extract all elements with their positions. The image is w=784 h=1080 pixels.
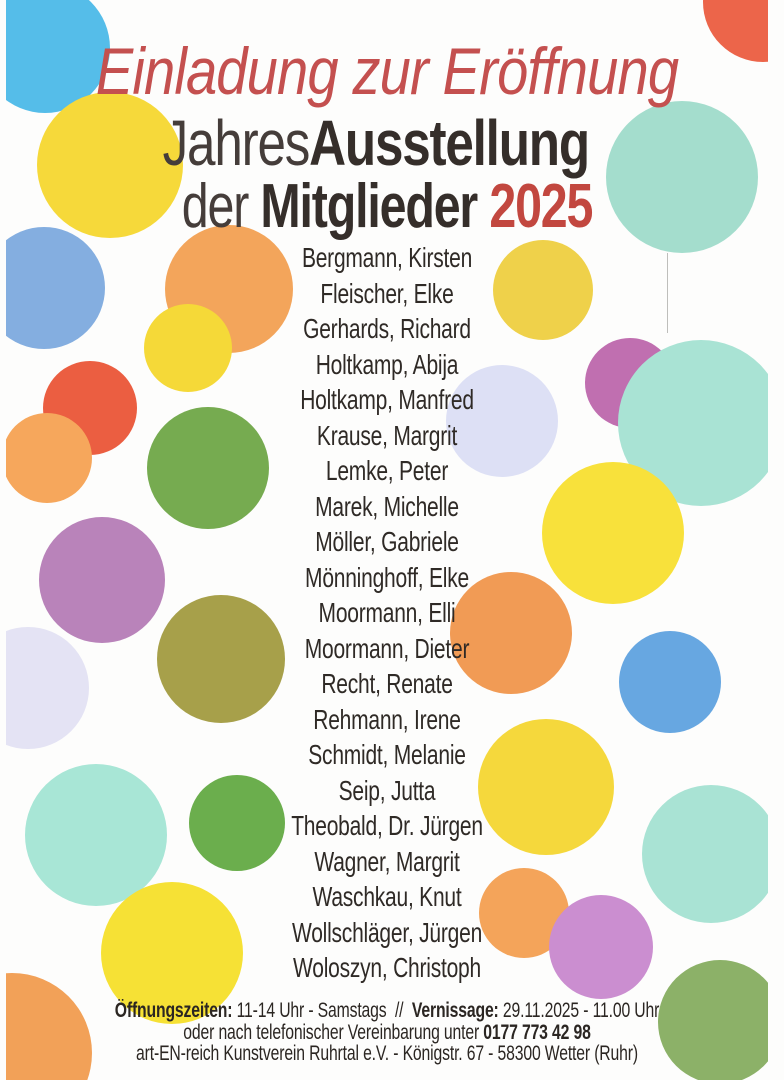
member-name: Schmidt, Melanie xyxy=(308,739,466,770)
phone-intro-text: oder nach telefonischer Vereinbarung unt… xyxy=(183,1020,484,1044)
dot-olive-left xyxy=(157,595,285,723)
member-name: Fleischer, Elke xyxy=(320,277,454,309)
dot-teal-upper-right xyxy=(606,101,758,253)
footer-address-line: art-EN-reich Kunstverein Ruhrtal e.V. - … xyxy=(136,1042,638,1065)
dot-periwinkle-pale-middle xyxy=(446,365,558,477)
vernissage-value: 29.11.2025 - 11.00 Uhr xyxy=(498,999,660,1022)
member-name: Waschkau, Knut xyxy=(312,881,462,912)
subtitle-members: Mitglieder xyxy=(260,172,490,241)
member-name: Moormann, Dieter xyxy=(304,632,470,664)
member-name: Marek, Michelle xyxy=(315,490,459,522)
subtitle-prefix: der xyxy=(181,172,261,241)
dot-green-middle-left xyxy=(147,407,269,529)
member-name: Recht, Renate xyxy=(321,668,453,699)
exhibition-title: JahresAusstellung xyxy=(71,111,681,175)
opening-hours-value: 11-14 Uhr - Samstags // xyxy=(232,999,412,1022)
opening-hours-label: Öffnungszeiten: xyxy=(114,999,233,1022)
dot-green-small-lower xyxy=(189,775,285,871)
member-name: Moormann, Elli xyxy=(318,597,456,628)
member-name: Rehmann, Irene xyxy=(313,703,461,735)
footer-info: Öffnungszeiten: 11-14 Uhr - Samstags // … xyxy=(6,1000,768,1065)
dot-orange-middle-right xyxy=(450,572,572,694)
member-name-list: Bergmann, Kirsten Fleischer, Elke Gerhards… xyxy=(6,240,768,986)
dot-sage-bottom-right xyxy=(658,960,768,1080)
footer-opening-hours: Öffnungszeiten: 11-14 Uhr - Samstags // … xyxy=(101,1000,673,1022)
member-name: Bergmann, Kirsten xyxy=(301,242,473,273)
dot-mint-right-lower xyxy=(642,785,768,923)
subtitle-year: 2025 xyxy=(489,172,593,241)
member-name: Mönninghoff, Elke xyxy=(305,561,469,593)
dot-yellow-small-left xyxy=(144,304,232,392)
poster-text-layer: Einladung zur Eröffnung JahresAusstellun… xyxy=(6,0,768,1080)
dot-mint-lower-left xyxy=(25,764,167,906)
member-name: Möller, Gabriele xyxy=(315,526,459,557)
member-name: Seip, Jutta xyxy=(338,774,436,806)
footer-phone-line: oder nach telefonischer Vereinbarung unt… xyxy=(101,1020,673,1044)
dot-cornflower-right xyxy=(619,631,721,733)
dot-orange-left xyxy=(6,413,92,503)
dot-gold-right xyxy=(493,240,593,340)
exhibition-subtitle: der Mitglieder 2025 xyxy=(90,176,684,238)
member-name: Lemke, Peter xyxy=(325,455,449,486)
member-name: Gerhards, Richard xyxy=(303,313,471,344)
confetti-dots-layer xyxy=(6,0,768,1080)
member-name: Woloszyn, Christoph xyxy=(293,952,481,983)
member-name: Theobald, Dr. Jürgen xyxy=(291,810,483,841)
member-name: Wagner, Margrit xyxy=(314,845,460,877)
member-name: Holtkamp, Abija xyxy=(315,348,459,380)
member-name: Wollschläger, Jürgen xyxy=(291,916,483,948)
dot-yellow-bottom-left xyxy=(101,882,243,1024)
exhibition-title-prefix: Jahres xyxy=(162,107,311,179)
dot-orchid-lower-right xyxy=(549,895,653,999)
invitation-headline: Einladung zur Eröffnung xyxy=(95,34,679,108)
dot-blue-left xyxy=(6,227,105,349)
member-name: Krause, Margrit xyxy=(316,419,458,451)
member-name: Holtkamp, Manfred xyxy=(300,384,474,415)
dot-orchid-left xyxy=(39,517,165,643)
dot-yellow-upper-left xyxy=(37,92,183,238)
vernissage-label: Vernissage: xyxy=(411,999,499,1022)
dot-yellow-bright-right xyxy=(542,462,684,604)
dot-yellow-lower-right xyxy=(478,719,614,855)
phone-number: 0177 773 42 98 xyxy=(483,1020,591,1044)
exhibition-title-main: Ausstellung xyxy=(309,107,590,179)
scan-artifact-line xyxy=(667,253,668,333)
